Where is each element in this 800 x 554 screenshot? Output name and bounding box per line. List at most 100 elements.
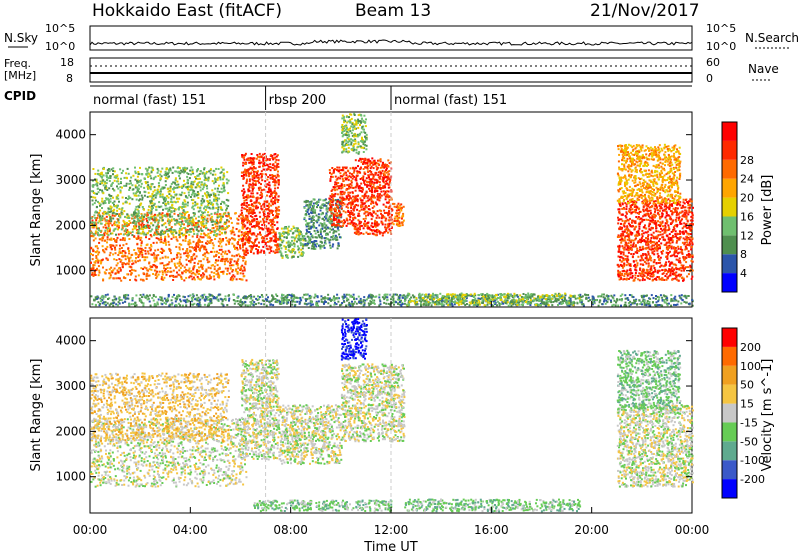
data-cell	[283, 227, 286, 230]
data-cell	[99, 209, 102, 212]
data-cell	[123, 239, 126, 242]
data-cell	[227, 260, 229, 263]
data-cell	[91, 254, 94, 257]
data-cell	[342, 148, 345, 151]
data-cell	[207, 200, 210, 203]
data-cell	[329, 209, 332, 212]
data-cell	[186, 196, 189, 199]
data-cell	[218, 248, 221, 251]
data-cell	[256, 192, 259, 195]
data-cell	[203, 248, 206, 251]
data-cell	[365, 138, 368, 141]
data-cell	[200, 199, 203, 202]
data-cell	[168, 224, 171, 227]
data-cell	[155, 237, 158, 240]
data-cell	[385, 171, 388, 174]
data-cell	[366, 225, 369, 228]
data-cell	[153, 234, 155, 237]
data-cell	[343, 192, 345, 195]
data-cell	[127, 214, 130, 217]
data-cell	[121, 265, 124, 268]
data-cell	[217, 228, 220, 231]
data-cell	[220, 248, 223, 251]
data-cell	[114, 227, 117, 230]
data-cell	[268, 239, 271, 242]
data-cell	[359, 197, 362, 200]
data-cell	[230, 258, 233, 261]
data-cell	[305, 213, 308, 215]
data-cell	[153, 253, 156, 256]
data-cell	[151, 253, 154, 256]
data-cell	[259, 251, 262, 254]
data-cell	[178, 221, 181, 224]
data-cell	[94, 217, 97, 219]
data-cell	[357, 233, 360, 236]
data-cell	[308, 231, 310, 234]
data-cell	[97, 253, 100, 256]
data-cell	[131, 198, 134, 201]
data-cell	[168, 243, 171, 246]
data-cell	[128, 189, 131, 191]
data-cell	[231, 237, 233, 240]
data-cell	[185, 186, 187, 189]
data-cell	[192, 218, 194, 221]
data-cell	[400, 217, 403, 220]
data-cell	[162, 233, 165, 235]
data-cell	[126, 167, 129, 170]
data-cell	[136, 180, 138, 183]
data-cell	[337, 229, 340, 232]
data-cell	[223, 258, 226, 261]
data-cell	[370, 183, 373, 186]
data-cell	[239, 237, 242, 240]
data-cell	[185, 211, 188, 214]
data-cell	[239, 213, 242, 216]
data-cell	[159, 170, 162, 173]
data-cell	[330, 236, 333, 238]
data-cell	[341, 200, 344, 203]
data-cell	[168, 229, 170, 232]
data-cell	[198, 238, 201, 241]
data-cell	[188, 217, 191, 220]
data-cell	[347, 131, 350, 134]
data-cell	[338, 236, 341, 239]
data-cell	[121, 254, 124, 257]
data-cell	[353, 133, 356, 136]
data-cell	[109, 274, 112, 277]
data-cell	[137, 221, 140, 224]
data-cell	[142, 256, 145, 259]
data-cell	[212, 244, 215, 247]
data-cell	[338, 244, 340, 247]
data-cell	[223, 263, 226, 266]
data-cell	[192, 267, 195, 270]
data-cell	[348, 218, 351, 221]
data-cell	[240, 175, 243, 177]
data-cell	[141, 206, 144, 208]
data-cell	[172, 229, 175, 232]
data-cell	[297, 248, 300, 251]
data-cell	[275, 251, 278, 254]
data-cell	[119, 260, 122, 263]
data-cell	[441, 304, 443, 307]
data-cell	[387, 219, 390, 222]
data-cell	[187, 191, 190, 194]
data-cell	[94, 269, 97, 271]
data-cell	[360, 182, 363, 185]
data-cell	[336, 222, 339, 225]
data-cell	[107, 177, 110, 180]
data-cell	[227, 192, 230, 195]
data-cell	[251, 248, 253, 251]
data-cell	[162, 242, 165, 244]
data-cell	[204, 205, 207, 208]
data-cell	[172, 274, 175, 277]
data-cell	[218, 197, 221, 200]
data-cell	[218, 184, 220, 187]
data-cell	[314, 232, 317, 235]
data-cell	[190, 257, 193, 260]
data-cell	[383, 209, 386, 212]
data-cell	[214, 179, 217, 182]
data-cell	[337, 214, 340, 217]
data-cell	[142, 226, 145, 229]
data-cell	[227, 212, 230, 215]
data-cell	[271, 192, 274, 195]
data-cell	[372, 211, 375, 214]
